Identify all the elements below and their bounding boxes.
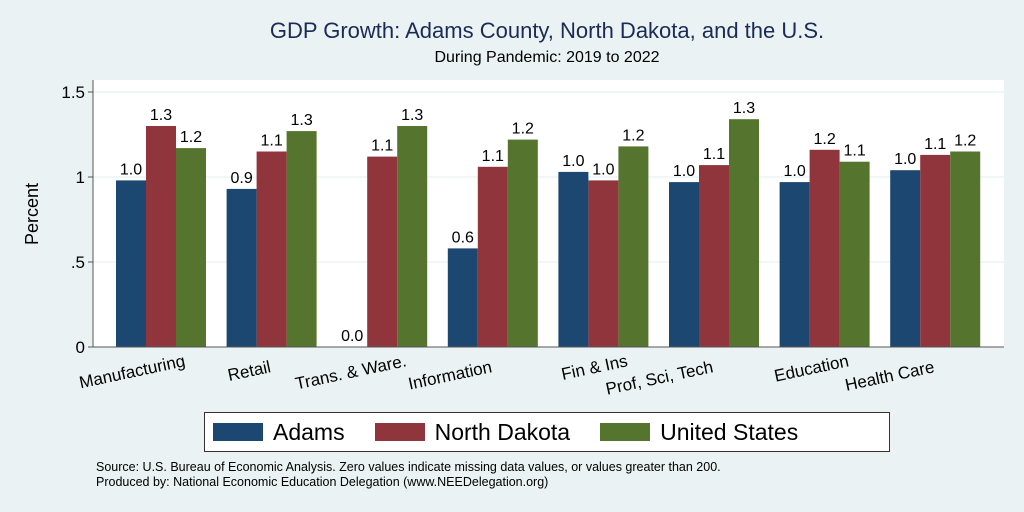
bar-value-label: 1.3 — [733, 100, 755, 117]
bar-value-label: 1.0 — [562, 153, 584, 170]
legend-label: North Dakota — [434, 418, 571, 445]
produced-by-note: Produced by: National Economic Education… — [96, 475, 549, 489]
x-tick-label: Education — [773, 351, 851, 385]
bar-north-dakota — [256, 151, 287, 347]
x-tick-label: Information — [406, 357, 493, 393]
bars — [116, 119, 981, 347]
bar-value-label: 1.1 — [371, 138, 393, 155]
bar-value-label: 1.2 — [813, 131, 835, 148]
bar-united-states — [839, 161, 870, 347]
x-tick-label: Health Care — [843, 357, 936, 394]
bar-value-label: 1.1 — [260, 133, 282, 150]
bar-value-label: 1.3 — [401, 107, 423, 124]
bar-value-label: 1.1 — [703, 146, 725, 163]
legend-swatch-adams — [213, 423, 263, 441]
bar-value-label: 1.1 — [924, 136, 946, 153]
legend-swatch-north-dakota — [374, 423, 425, 441]
legend-item-north-dakota: North Dakota — [374, 418, 571, 446]
bar-north-dakota — [588, 180, 619, 347]
legend: Adams North Dakota United States — [204, 412, 890, 452]
bar-adams — [226, 188, 257, 347]
legend-label: United States — [660, 418, 799, 445]
bar-value-label: 0.9 — [230, 170, 252, 187]
y-tick-label: 1.5 — [61, 83, 85, 102]
bar-value-label: 1.2 — [512, 121, 534, 138]
bar-value-label: 1.1 — [843, 143, 865, 160]
source-note: Source: U.S. Bureau of Economic Analysis… — [96, 460, 721, 474]
legend-label: Adams — [273, 418, 345, 445]
bar-adams — [116, 180, 146, 347]
x-tick-labels: Manufacturing Retail Trans. & Ware.Informa… — [78, 351, 937, 398]
y-tick-label: .5 — [71, 253, 85, 272]
bar-value-label: 1.0 — [783, 163, 805, 180]
bar-north-dakota — [920, 154, 951, 347]
bar-chart: 1.0 1.3 1.2 0.9 1.1 1.3 0.0 1.1 1.3 0.6 1.1 1.2 1.0 1… — [22, 80, 1004, 399]
bar-adams — [890, 170, 921, 347]
bar-north-dakota — [477, 166, 508, 347]
bar-north-dakota — [809, 149, 840, 347]
bar-value-label: 1.0 — [120, 161, 142, 178]
bar-united-states — [286, 131, 317, 347]
bar-north-dakota — [146, 126, 176, 347]
y-tick-label: 1 — [76, 168, 85, 187]
bar-north-dakota — [367, 156, 398, 347]
bar-united-states — [507, 139, 538, 347]
bar-united-states — [397, 126, 428, 347]
bar-adams — [447, 248, 478, 347]
bar-united-states — [176, 148, 206, 347]
bar-adams — [558, 171, 589, 347]
bar-value-label: 1.2 — [954, 133, 976, 150]
legend-item-adams: Adams — [213, 419, 345, 446]
bar-united-states — [618, 146, 649, 347]
bar-north-dakota — [699, 165, 729, 347]
x-tick-label: Retail — [226, 357, 272, 385]
chart-subtitle: During Pandemic: 2019 to 2022 — [434, 49, 660, 66]
y-ticks: 0 .5 1 1.5 — [61, 83, 93, 357]
y-axis-label: Percent — [22, 183, 42, 245]
bar-value-label: 1.3 — [150, 107, 172, 124]
bar-value-label: 1.1 — [482, 148, 504, 165]
chart-title: GDP Growth: Adams County, North Dakota, … — [269, 18, 825, 43]
bar-value-label: 1.0 — [673, 163, 695, 180]
bar-adams — [779, 182, 810, 347]
bar-value-label: 1.2 — [180, 129, 202, 146]
footer: Source: U.S. Bureau of Economic Analysis… — [96, 460, 721, 490]
bar-united-states — [950, 151, 981, 347]
bar-value-label: 1.3 — [290, 112, 312, 129]
bar-adams — [669, 182, 699, 347]
bar-value-label: 1.0 — [894, 151, 916, 168]
y-tick-label: 0 — [76, 338, 85, 357]
bar-value-label: 0.0 — [341, 328, 363, 345]
bar-value-label: 0.6 — [452, 229, 474, 246]
bar-value-label: 1.2 — [622, 127, 644, 144]
legend-swatch-united-states — [600, 423, 651, 441]
x-tick-label: Manufacturing — [78, 351, 187, 392]
x-tick-label: Trans. & Ware. — [294, 351, 409, 393]
bar-labels: 1.0 1.3 1.2 0.9 1.1 1.3 0.0 1.1 1.3 0.6 1.1 1.2 1.0 1… — [120, 100, 977, 345]
legend-item-united-states: United States — [600, 419, 798, 446]
bar-united-states — [729, 119, 759, 347]
bar-value-label: 1.0 — [592, 161, 614, 178]
